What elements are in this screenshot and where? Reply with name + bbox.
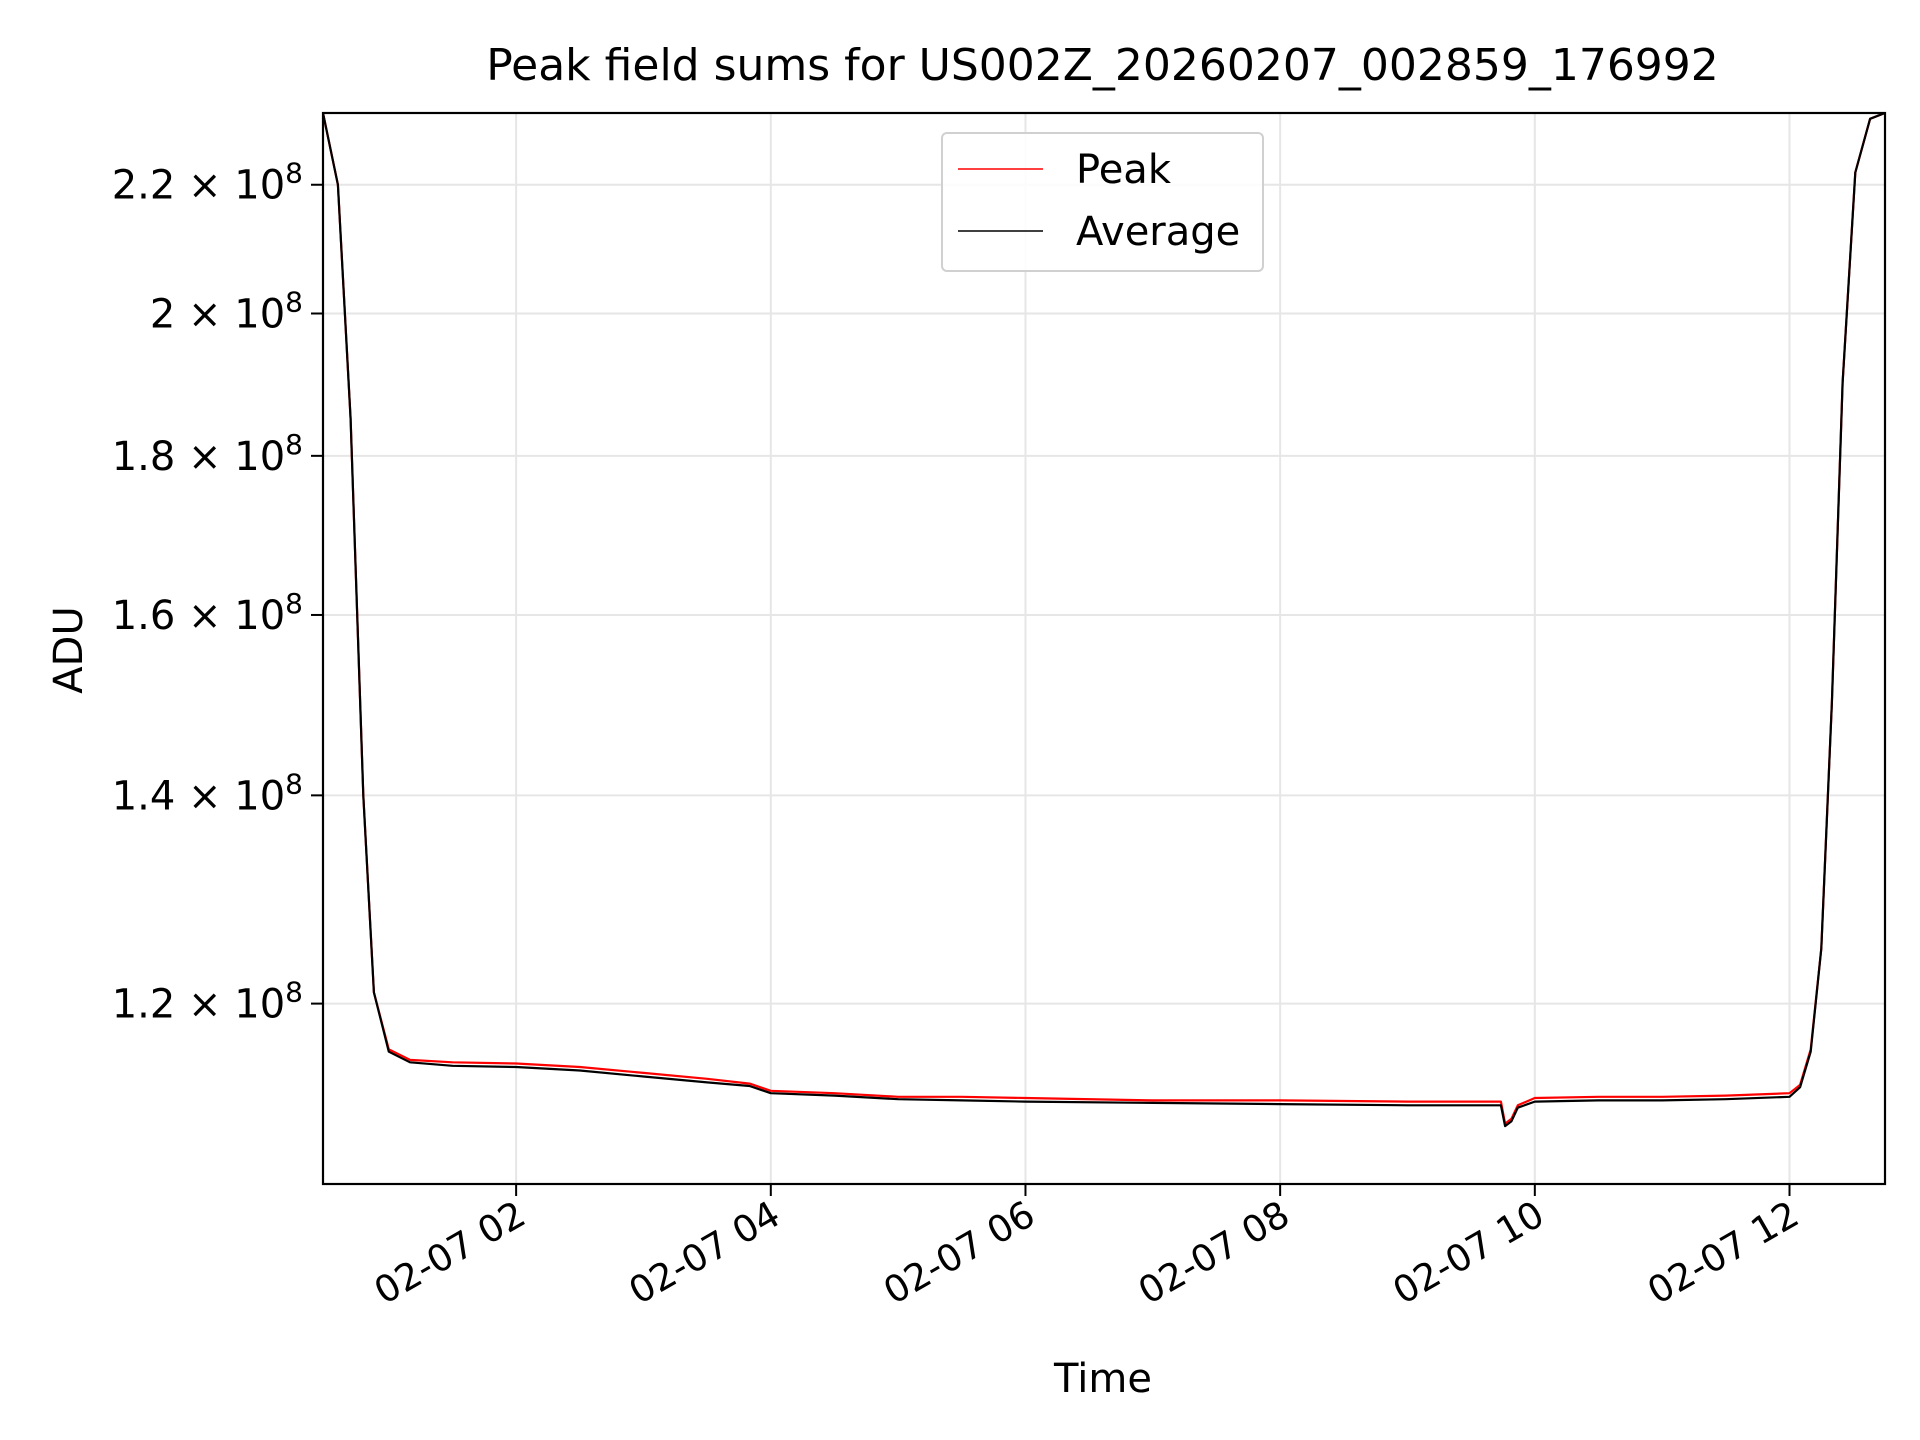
- y-tick-label: 1.4 × 108: [112, 767, 303, 819]
- y-tick-label: 2 × 108: [150, 286, 303, 338]
- y-tick-label: 1.6 × 108: [112, 587, 303, 639]
- y-tick-label: 2.2 × 108: [112, 157, 303, 209]
- legend-label-peak: Peak: [1076, 147, 1172, 193]
- y-axis-label: ADU: [46, 606, 92, 693]
- chart-title: Peak field sums for US002Z_20260207_0028…: [320, 40, 1885, 92]
- y-tick-label: 1.8 × 108: [112, 428, 303, 480]
- x-axis-label: Time: [1053, 1356, 1152, 1402]
- legend: Peak Average: [942, 133, 1263, 271]
- y-tick-label: 1.2 × 108: [112, 976, 303, 1028]
- legend-label-average: Average: [1076, 209, 1240, 255]
